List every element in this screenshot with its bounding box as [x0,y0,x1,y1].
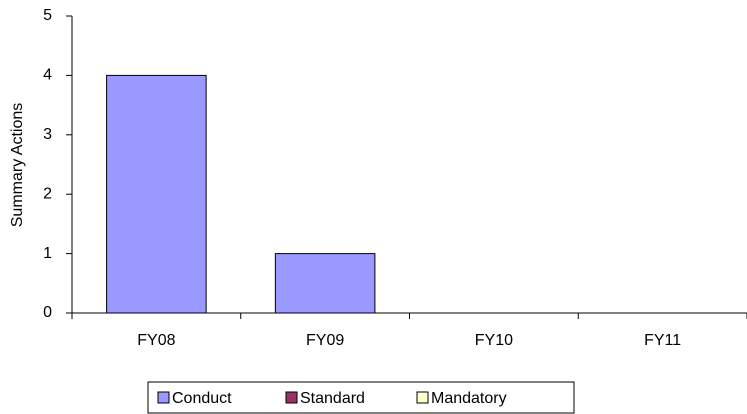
y-tick-label: 4 [43,67,52,84]
x-tick-label: FY08 [137,332,175,349]
y-tick-label: 5 [43,7,52,24]
legend-box [147,381,575,414]
legend-swatch [285,391,298,404]
legend-label: Mandatory [431,390,507,407]
legend-swatch [157,391,170,404]
y-tick-label: 3 [43,126,52,143]
x-tick-label: FY10 [475,332,513,349]
x-tick-label: FY09 [306,332,344,349]
y-tick-label: 2 [43,185,52,202]
x-tick-label: FY11 [644,332,681,349]
bar [106,74,207,314]
legend-label: Conduct [172,390,232,407]
legend-label: Standard [300,390,365,407]
y-tick-label: 0 [43,304,52,321]
legend-swatch [416,391,429,404]
y-tick-label: 1 [43,245,52,262]
y-axis-label: Summary Actions [9,103,26,227]
bar [274,253,376,314]
